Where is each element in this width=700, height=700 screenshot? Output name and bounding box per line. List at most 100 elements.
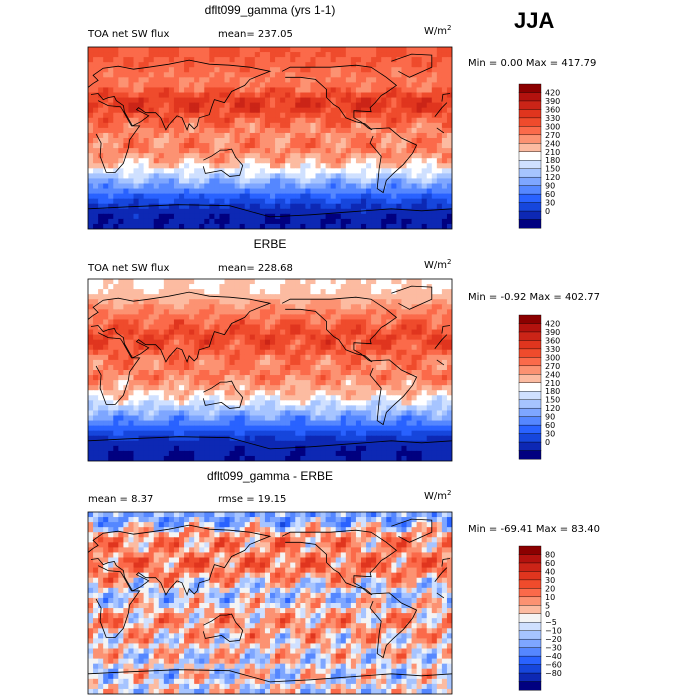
field-cell <box>330 178 337 185</box>
field-cell <box>421 153 428 159</box>
field-cell <box>295 395 301 401</box>
field-cell <box>290 198 296 205</box>
field-cell <box>133 107 140 114</box>
field-cell <box>128 324 135 331</box>
field-cell <box>98 168 104 174</box>
field-cell <box>431 425 438 432</box>
field-cell <box>108 132 114 139</box>
field-cell <box>446 314 452 321</box>
field-cell <box>295 132 301 139</box>
field-cell <box>158 425 165 432</box>
field-cell <box>179 97 185 104</box>
field-cell <box>249 289 256 295</box>
field-cell <box>340 97 347 104</box>
field-cell <box>123 294 130 300</box>
field-cell <box>381 158 387 164</box>
field-cell <box>254 223 261 229</box>
field-cell <box>108 127 114 134</box>
field-cell <box>320 425 327 432</box>
field-cell <box>173 107 180 114</box>
field-cell <box>148 385 155 391</box>
field-cell <box>214 304 221 310</box>
colorbar-tick-label: 390 <box>545 97 560 106</box>
field-cell <box>436 344 443 351</box>
field-cell <box>128 132 135 139</box>
field-cell <box>254 47 261 53</box>
field-cell <box>118 153 124 159</box>
field-cell <box>355 213 362 220</box>
field-cell <box>285 117 291 124</box>
field-cell <box>123 183 130 190</box>
field-cell <box>259 82 266 89</box>
field-cell <box>118 354 124 361</box>
field-cell <box>290 213 296 220</box>
field-cell <box>275 72 281 78</box>
field-cell <box>189 183 195 190</box>
field-cell <box>376 289 382 295</box>
field-cell <box>123 82 130 89</box>
field-cell <box>305 158 312 164</box>
field-cell <box>264 57 271 63</box>
field-cell <box>396 77 403 83</box>
field-cell <box>128 425 135 432</box>
field-cell <box>275 178 281 185</box>
field-cell <box>436 178 443 185</box>
field-cell <box>158 309 165 315</box>
field-cell <box>93 158 99 164</box>
field-cell <box>199 143 205 149</box>
field-cell <box>290 97 296 104</box>
field-cell <box>103 153 109 159</box>
field-cell <box>441 82 448 89</box>
field-cell <box>416 62 423 68</box>
field-cell <box>295 57 301 63</box>
field-cell <box>173 410 180 417</box>
field-cell <box>199 309 205 315</box>
field-cell <box>411 178 418 185</box>
field-cell <box>179 193 185 200</box>
field-cell <box>310 415 317 422</box>
field-cell <box>163 112 170 119</box>
field-cell <box>406 143 413 149</box>
field-cell <box>426 213 433 220</box>
field-cell <box>254 102 261 109</box>
field-cell <box>229 57 236 63</box>
field-cell <box>381 410 387 417</box>
field-cell <box>108 395 114 401</box>
field-cell <box>290 354 296 361</box>
field-cell <box>184 440 190 447</box>
field-cell <box>219 183 226 190</box>
colorbar-tick-label: 270 <box>545 131 560 140</box>
field-cell <box>204 299 210 305</box>
field-cell <box>431 148 438 154</box>
field-cell <box>325 153 332 159</box>
field-cell <box>325 390 332 396</box>
field-cell <box>371 112 377 119</box>
field-cell <box>113 67 119 73</box>
field-cell <box>285 314 291 321</box>
field-cell <box>173 153 180 159</box>
field-cell <box>249 153 256 159</box>
field-cell <box>88 354 94 361</box>
field-cell <box>249 183 256 190</box>
field-cell <box>285 112 291 119</box>
field-cell <box>93 405 99 412</box>
field-cell <box>436 420 443 427</box>
field-cell <box>335 203 342 210</box>
field-cell <box>355 309 362 315</box>
field-cell <box>234 395 241 401</box>
field-cell <box>371 370 377 376</box>
field-cell <box>315 294 322 300</box>
field-cell <box>411 107 418 114</box>
field-cell <box>173 193 180 200</box>
field-cell <box>290 314 296 321</box>
field-cell <box>325 279 332 285</box>
field-cell <box>173 430 180 437</box>
field-cell <box>330 279 337 285</box>
field-cell <box>224 279 231 285</box>
field-cell <box>179 309 185 315</box>
field-cell <box>320 390 327 396</box>
field-cell <box>416 107 423 114</box>
field-cell <box>270 294 276 300</box>
field-cell <box>315 183 322 190</box>
